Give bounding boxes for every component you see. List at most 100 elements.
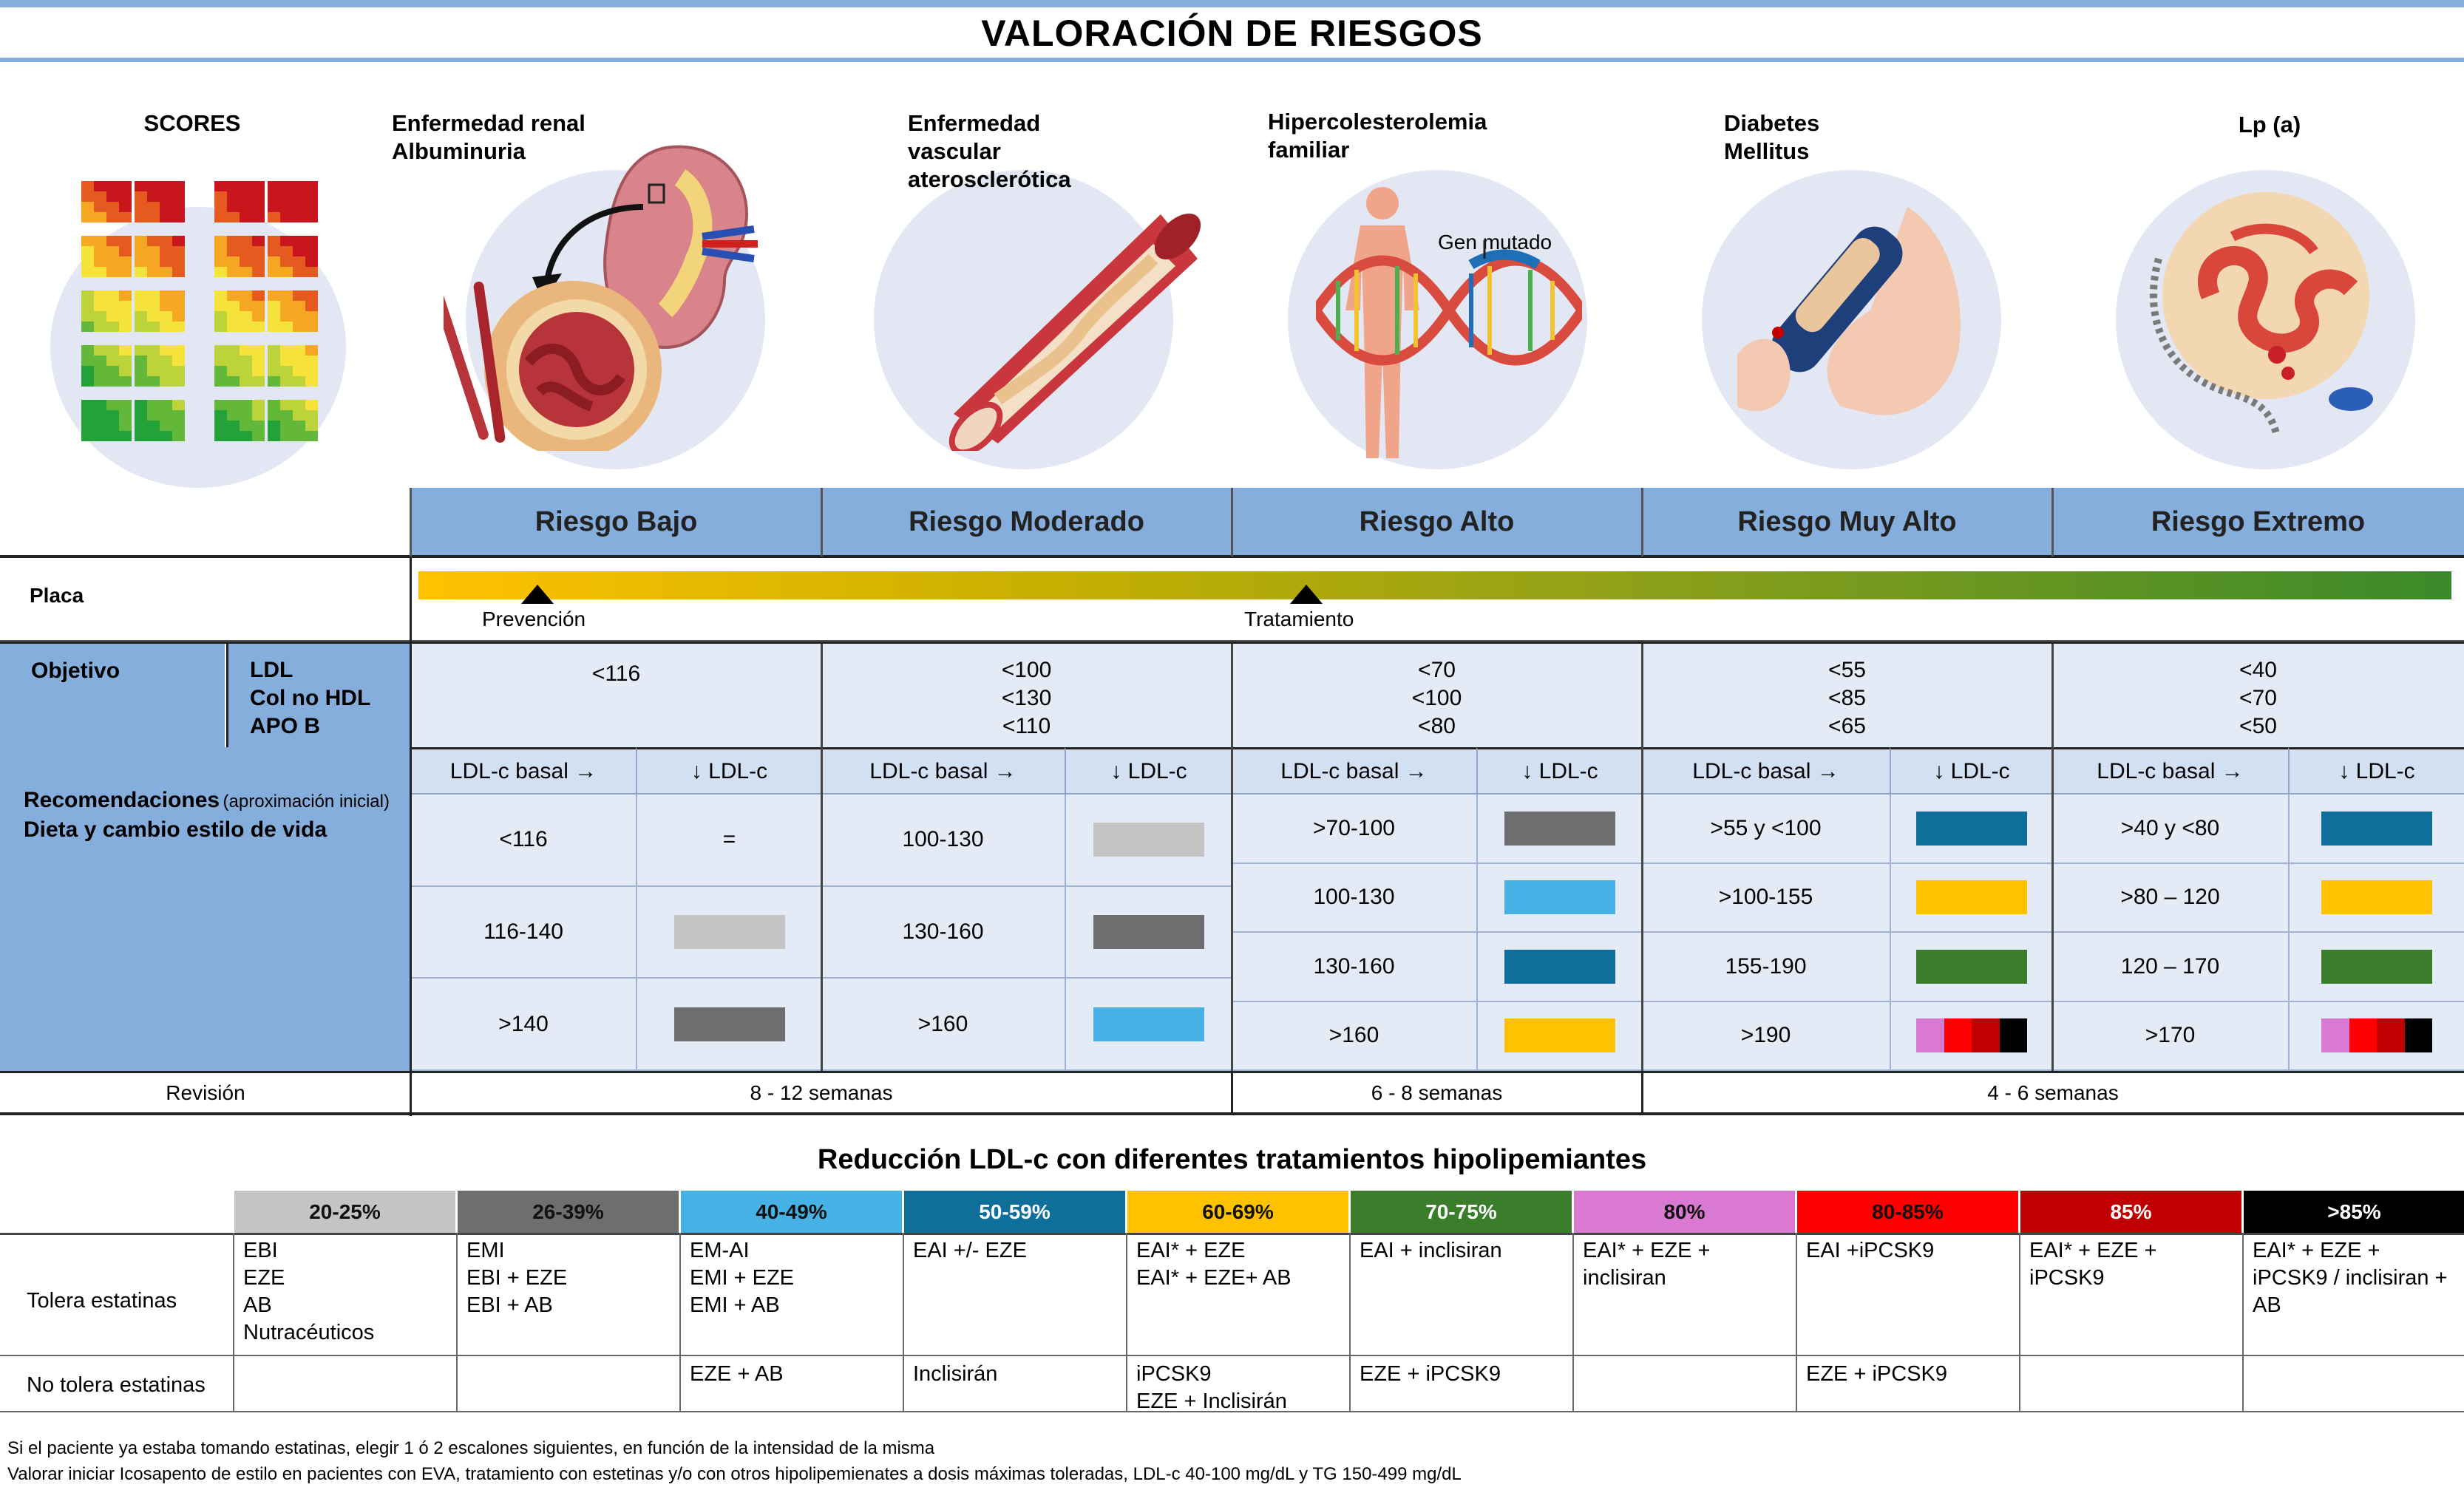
- risk-level-high: Riesgo Alto: [1359, 506, 1515, 537]
- reduction-cell: [2288, 933, 2464, 1002]
- basal-ldl-cell: >100-155: [1642, 864, 1890, 933]
- swatch-segment: [1916, 1018, 1944, 1053]
- basal-ldl-cell: >160: [1232, 1002, 1476, 1071]
- objective-very-high: <55 <85 <65: [1828, 658, 1866, 738]
- swatch-segment: [1504, 949, 1615, 984]
- reduction-percent-header: 26-39%: [458, 1191, 679, 1233]
- reduction-header-arrow: ↓ LDL-c: [1065, 747, 1232, 795]
- reduction-swatch: [2321, 949, 2432, 984]
- treatment-tolerates: EAI* + EZE + iPCSK9: [2029, 1239, 2157, 1290]
- basal-ldl-cell: >40 y <80: [2052, 795, 2288, 864]
- basal-ldl-cell: >190: [1642, 1002, 1890, 1071]
- reduction-header-basal: LDL-c basal →: [1642, 747, 1890, 795]
- objective-param-apob: APO B: [250, 714, 321, 738]
- objective-values-bg: [411, 643, 2464, 747]
- basal-ldl-cell: >160: [821, 979, 1065, 1071]
- row-label-tolerates: Tolera estatinas: [27, 1289, 177, 1313]
- reduction-swatch: [1093, 914, 1204, 949]
- row-label-not-tolerates: No tolera estatinas: [27, 1373, 206, 1397]
- swatch-segment: [2321, 811, 2432, 846]
- swatch-segment: [1093, 914, 1204, 949]
- basal-ldl-cell: >70-100: [1232, 795, 1476, 864]
- reduction-swatch: [1504, 880, 1615, 915]
- swatch-segment: [1504, 811, 1615, 846]
- treatment-tolerates: EAI* + EZE EAI* + EZE+ AB: [1136, 1239, 1292, 1290]
- swatch-segment: [2321, 1018, 2349, 1053]
- objective-extreme: <40 <70 <50: [2239, 658, 2277, 738]
- swatch-segment: [673, 914, 785, 949]
- lipoprotein-icon: [2149, 192, 2373, 438]
- category-label-artery: Enfermedad vascular aterosclerótica: [908, 110, 1071, 192]
- treatments-row-line: [0, 1233, 2464, 1235]
- reduction-swatch: [1916, 1018, 2027, 1053]
- treatment-tolerates: EAI +/- EZE: [913, 1239, 1027, 1262]
- risk-level-extreme: Riesgo Extremo: [2151, 506, 2366, 537]
- treatment-tolerates: EAI +iPCSK9: [1806, 1239, 1935, 1262]
- basal-ldl-cell: 130-160: [821, 887, 1065, 979]
- reduction-swatch: [1916, 949, 2027, 984]
- prevention-label: Prevención: [482, 608, 586, 630]
- reduction-cell: [1890, 863, 2052, 933]
- treatments-row-line: [0, 1355, 2464, 1356]
- reduction-cell: [2288, 863, 2464, 933]
- treatments-col-line: [1349, 1233, 1351, 1411]
- treatments-col-line: [1126, 1233, 1127, 1411]
- risk-level-very-high: Riesgo Muy Alto: [1737, 506, 1957, 537]
- recommendations-label-cell: [0, 747, 411, 1071]
- basal-ldl-cell: 100-130: [821, 795, 1065, 887]
- treatments-col-line: [233, 1233, 234, 1411]
- recommendations-sublabel: Dieta y cambio estilo de vida: [24, 817, 327, 842]
- reduction-cell: [1065, 979, 1232, 1071]
- reduction-header-arrow: ↓ LDL-c: [1890, 747, 2052, 795]
- basal-ldl-cell: 116-140: [411, 887, 636, 979]
- reduction-percent-header: 20-25%: [234, 1191, 455, 1233]
- basal-ldl-cell: >55 y <100: [1642, 795, 1890, 864]
- recommendations-label: Recomendaciones: [24, 788, 220, 812]
- column-separator: [821, 643, 823, 1071]
- reduction-swatch: [673, 1007, 785, 1041]
- reduction-header-basal: LDL-c basal →: [411, 747, 636, 795]
- basal-ldl-cell: <116: [411, 795, 636, 887]
- swatch-segment: [1093, 1007, 1204, 1041]
- reduction-percent-header: 70-75%: [1351, 1191, 1572, 1233]
- basal-ldl-cell: 120 – 170: [2052, 933, 2288, 1002]
- treatments-col-line: [1796, 1233, 1797, 1411]
- reduction-cell: [1476, 933, 1642, 1002]
- column-separator: [410, 643, 412, 1116]
- risk-header-separator: [821, 488, 823, 557]
- reduction-header-basal: LDL-c basal →: [1232, 747, 1476, 795]
- treatment-label: Tratamiento: [1244, 608, 1354, 630]
- risk-header-separator: [1641, 488, 1643, 557]
- column-separator: [1231, 643, 1233, 1071]
- treatment-tolerates: EAI* + EZE + inclisiran: [1583, 1239, 1711, 1290]
- treatments-row-line: [0, 1411, 2464, 1412]
- objective-moderate: <100 <130 <110: [1001, 658, 1052, 738]
- review-separator: [1641, 1071, 1643, 1115]
- treatment-not-tolerates: EZE + iPCSK9: [1806, 1362, 1947, 1386]
- reduction-cell: [2288, 795, 2464, 864]
- objective-param-non-hdl: Col no HDL: [250, 686, 371, 710]
- risk-level-low: Riesgo Bajo: [534, 506, 698, 537]
- reduction-percent-header: 40-49%: [681, 1191, 902, 1233]
- category-label-lpa: Lp (a): [2238, 112, 2301, 137]
- reduction-header-basal: LDL-c basal →: [821, 747, 1065, 795]
- risk-level-band: [411, 488, 2464, 557]
- reduction-cell: [1890, 933, 2052, 1002]
- reduction-header-arrow: ↓ LDL-c: [636, 747, 821, 795]
- swatch-segment: [2321, 949, 2432, 984]
- reduction-cell: [1476, 1001, 1642, 1071]
- prevention-marker-icon: [521, 585, 554, 604]
- review-separator: [1231, 1071, 1233, 1115]
- reduction-cell: [1065, 795, 1232, 887]
- swatch-segment: [2377, 1018, 2405, 1053]
- reduction-header-arrow: ↓ LDL-c: [2288, 747, 2464, 795]
- treatment-tolerates: EAI* + EZE + iPCSK9 / inclisiran + AB: [2253, 1239, 2448, 1317]
- treatment-tolerates: EM-AI EMI + EZE EMI + AB: [690, 1239, 795, 1317]
- review-high: 6 - 8 semanas: [1371, 1081, 1503, 1104]
- review-low-moderate: 8 - 12 semanas: [750, 1081, 893, 1104]
- artery-icon: [948, 213, 1201, 451]
- reduction-swatch: [673, 914, 785, 949]
- reduction-swatch: [1093, 1007, 1204, 1041]
- column-separator: [2051, 643, 2054, 1071]
